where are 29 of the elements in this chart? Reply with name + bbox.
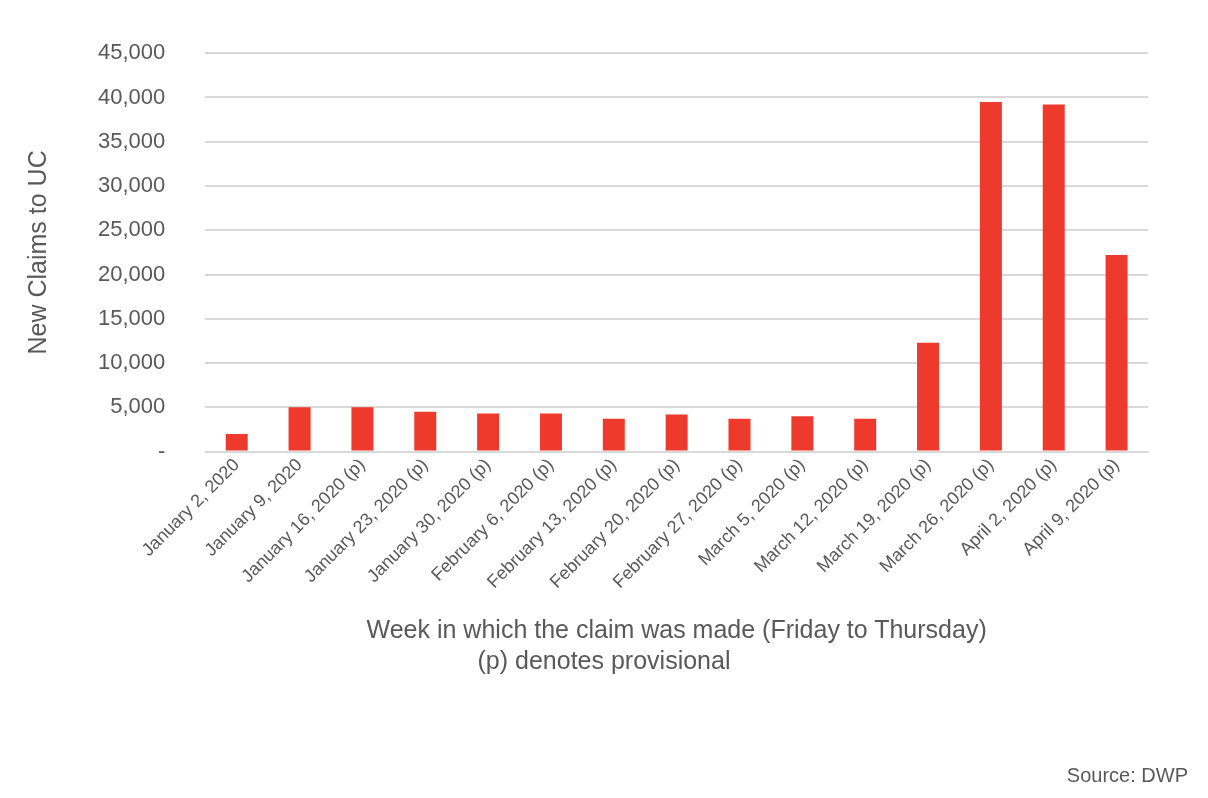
y-tick-label: 40,000	[97, 83, 166, 109]
y-tick-label: 45,000	[97, 39, 166, 65]
y-tick-label: 5,000	[110, 393, 166, 419]
y-tick-label: 10,000	[97, 349, 166, 375]
bar	[1042, 104, 1065, 451]
y-tick-label: -	[157, 437, 166, 463]
bar	[728, 418, 751, 451]
x-axis-title: Week in which the claim was made (Friday to Thursday)	[366, 614, 987, 643]
y-axis-title: New Claims to UC	[22, 150, 51, 355]
bar	[979, 101, 1002, 451]
source-note: Source: DWP	[1066, 764, 1188, 787]
bar	[791, 416, 814, 451]
y-tick-label: 35,000	[97, 127, 166, 153]
bar	[288, 407, 311, 451]
bar	[539, 413, 562, 451]
bar	[351, 407, 374, 451]
y-tick-label: 20,000	[97, 260, 166, 286]
bar	[225, 433, 248, 451]
bar	[602, 418, 625, 451]
bar	[917, 342, 940, 451]
text: (p) denotes provisional	[476, 646, 732, 675]
y-tick-label: 15,000	[97, 304, 166, 330]
bar	[854, 418, 877, 451]
bar	[665, 414, 688, 451]
bar	[477, 413, 500, 451]
y-tick-label: 30,000	[97, 172, 166, 198]
bar	[414, 411, 437, 451]
bar	[1105, 255, 1128, 451]
y-tick-label: 25,000	[97, 216, 166, 242]
